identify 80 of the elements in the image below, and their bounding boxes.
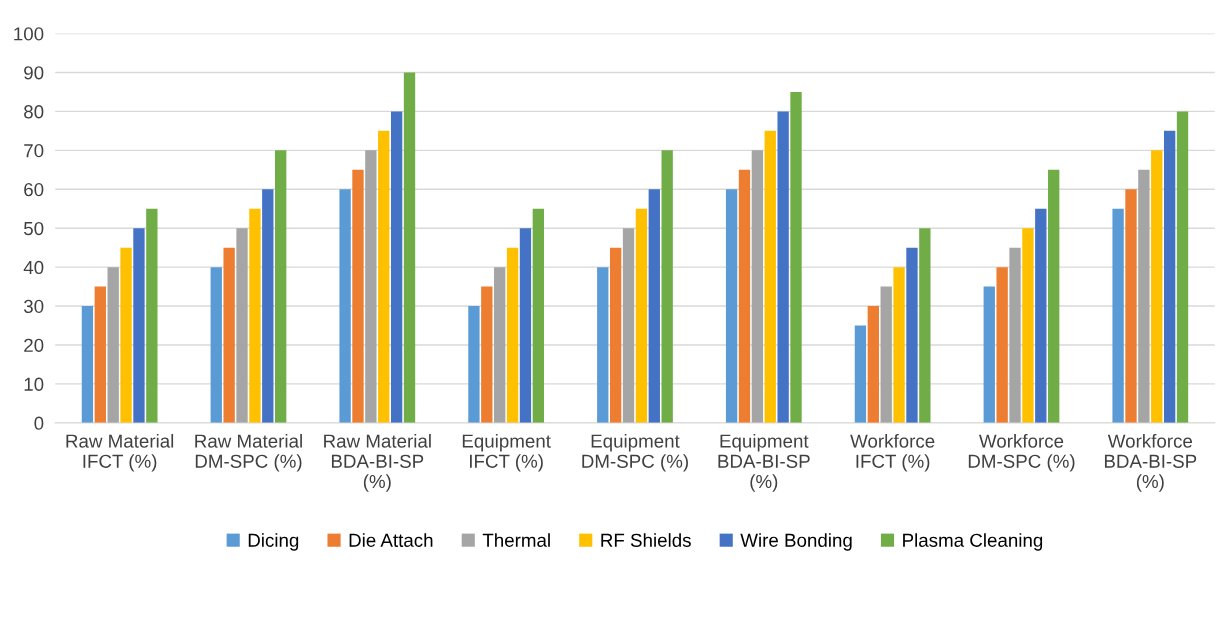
bar <box>1009 247 1021 423</box>
legend-label: Plasma Cleaning <box>903 533 1043 551</box>
x-tick-label: Raw Material DM-SPC (%) <box>195 433 302 472</box>
bar <box>365 150 377 423</box>
bar <box>519 228 532 423</box>
bar <box>635 208 648 423</box>
bar <box>854 325 867 423</box>
bar <box>249 208 261 423</box>
bar <box>81 306 94 423</box>
y-tick-label: 60 <box>24 182 44 197</box>
bar <box>1035 208 1047 423</box>
bar <box>597 267 609 423</box>
x-tick-label: Workforce DM-SPC (%) <box>968 433 1075 472</box>
bar <box>1138 169 1150 423</box>
y-tick-label: 80 <box>24 105 44 119</box>
bar <box>146 208 158 423</box>
bar <box>506 247 519 423</box>
bar <box>1151 150 1163 423</box>
legend-label: Wire Bonding <box>740 533 852 551</box>
bar <box>210 267 222 423</box>
y-tick-label: 70 <box>24 144 44 158</box>
y-tick-label: 0 <box>34 416 44 430</box>
bar <box>790 91 802 423</box>
bar <box>764 130 776 423</box>
bar <box>1112 208 1124 423</box>
bar <box>107 267 119 423</box>
bar <box>339 189 351 423</box>
bar <box>1125 189 1137 423</box>
y-tick-label: 100 <box>14 27 44 41</box>
x-tick-label: Raw Material BDA-BI-SP (%) <box>324 433 431 492</box>
bar <box>262 189 274 423</box>
bar <box>94 286 106 423</box>
bar <box>777 111 789 423</box>
x-tick-label: Workforce BDA-BI-SP (%) <box>1104 433 1197 492</box>
legend-label: RF Shields <box>601 533 691 547</box>
x-tick-label: Equipment DM-SPC (%) <box>582 433 688 472</box>
bar <box>919 228 931 423</box>
bar <box>236 228 248 423</box>
bar <box>275 150 287 423</box>
bar <box>867 306 879 423</box>
y-tick-label: 90 <box>24 66 44 80</box>
bar <box>532 208 545 423</box>
y-tick-label: 10 <box>24 377 44 391</box>
bar <box>133 228 145 423</box>
y-tick-label: 50 <box>24 221 44 236</box>
bar <box>390 111 403 423</box>
bar <box>906 247 918 423</box>
bar <box>1048 169 1060 423</box>
bar <box>494 267 506 423</box>
bar <box>893 267 905 423</box>
bar <box>120 247 132 423</box>
bar <box>468 306 480 423</box>
bar <box>223 247 235 423</box>
bar <box>1163 130 1176 423</box>
x-tick-label: Equipment BDA-BI-SP (%) <box>718 433 810 492</box>
bar <box>738 169 751 423</box>
bar <box>1022 228 1034 423</box>
y-tick-label: 40 <box>23 260 44 275</box>
bar <box>403 72 416 423</box>
bar <box>661 150 673 423</box>
bar <box>352 169 364 423</box>
bar <box>1176 111 1189 423</box>
y-tick-label: 30 <box>23 299 44 314</box>
bar <box>725 189 738 423</box>
x-tick-label: Workforce IFCT (%) <box>850 433 935 472</box>
x-tick-label: Raw Material IFCT (%) <box>66 433 174 472</box>
legend-label: Thermal <box>482 533 550 547</box>
y-tick-label: 20 <box>24 338 44 352</box>
bar <box>378 130 390 423</box>
legend-label: Dicing <box>248 533 299 551</box>
bar <box>609 247 622 423</box>
legend-label: Die Attach <box>349 533 433 547</box>
bar <box>751 150 764 423</box>
bar <box>648 189 660 423</box>
x-tick-label: Equipment IFCT (%) <box>462 433 551 472</box>
bar <box>880 286 892 423</box>
bar <box>622 228 635 423</box>
bar <box>983 286 995 423</box>
bar <box>481 286 493 423</box>
bar <box>996 267 1008 423</box>
